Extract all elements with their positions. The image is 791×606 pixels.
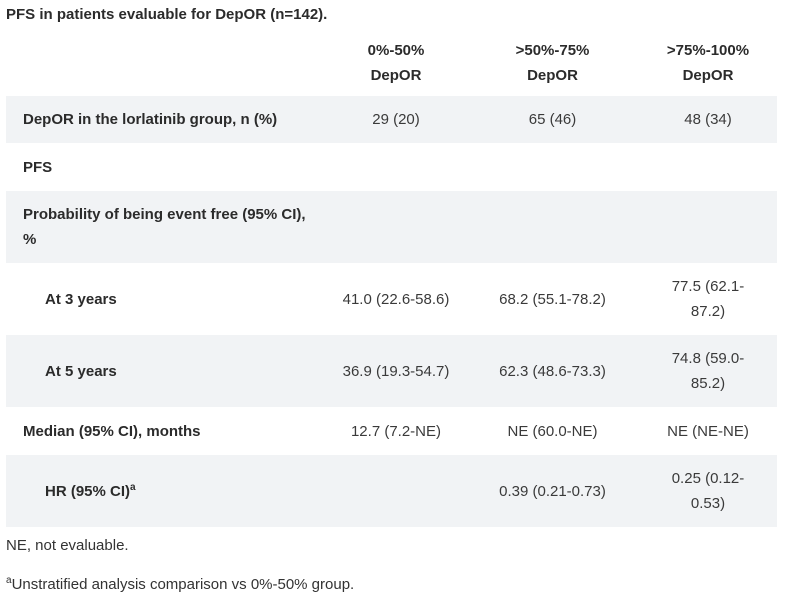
- cell-value: [466, 191, 639, 263]
- row-label: PFS: [23, 158, 53, 176]
- table-row-probability: Probability of being event free (95% CI)…: [6, 191, 777, 263]
- cell-value: 41.0 (22.6-58.6): [326, 263, 466, 335]
- cell-value: 29 (20): [326, 96, 466, 143]
- cell-text: 74.8 (59.0-85.2): [671, 350, 745, 392]
- row-label-text: Probability of being event free (95% CI)…: [23, 206, 306, 248]
- header-col-50-75: >50%-75% DepOR: [466, 30, 639, 96]
- cell-value: 77.5 (62.1-87.2): [639, 263, 777, 335]
- footnote-marker: a: [6, 575, 12, 586]
- footnote-marker: a: [130, 481, 136, 493]
- cell-value: 0.25 (0.12-0.53): [639, 455, 777, 527]
- table-row-5-years: At 5 years 36.9 (19.3-54.7) 62.3 (48.6-7…: [6, 335, 777, 407]
- footnote-text: Unstratified analysis comparison vs 0%-5…: [11, 576, 355, 593]
- table-title: PFS in patients evaluable for DepOR (n=1…: [6, 6, 328, 23]
- cell-value: [326, 143, 466, 191]
- header-col-75-100: >75%-100% DepOR: [639, 30, 777, 96]
- row-label-text: HR (95% CI): [45, 482, 131, 500]
- cell-text: 36.9 (19.3-54.7): [342, 362, 450, 380]
- row-label: At 3 years: [45, 290, 117, 308]
- table-row-median: Median (95% CI), months 12.7 (7.2-NE) NE…: [6, 407, 777, 455]
- cell-value: [639, 143, 777, 191]
- cell-value: [326, 191, 466, 263]
- table-row-3-years: At 3 years 41.0 (22.6-58.6) 68.2 (55.1-7…: [6, 263, 777, 335]
- cell-value: 62.3 (48.6-73.3): [466, 335, 639, 407]
- cell-text: 77.5 (62.1-87.2): [671, 278, 745, 320]
- cell-value: NE (60.0-NE): [507, 422, 598, 440]
- header-line2: DepOR: [527, 67, 578, 84]
- cell-value: 68.2 (55.1-78.2): [499, 290, 606, 308]
- cell-value: 36.9 (19.3-54.7): [326, 335, 466, 407]
- header-line2: DepOR: [370, 67, 422, 84]
- row-label: DepOR in the lorlatinib group, n (%): [6, 96, 326, 143]
- cell-value: [326, 455, 466, 527]
- cell-value: 0.39 (0.21-0.73): [466, 455, 639, 527]
- cell-value: NE (NE-NE): [667, 422, 749, 440]
- cell-value: 74.8 (59.0-85.2): [639, 335, 777, 407]
- header-line1: >50%-75%: [515, 42, 590, 59]
- row-label: Median (95% CI), months: [23, 422, 201, 440]
- table-row-pfs: PFS: [6, 143, 777, 191]
- cell-text: 41.0 (22.6-58.6): [342, 290, 450, 308]
- row-label: Probability of being event free (95% CI)…: [6, 191, 326, 263]
- header-empty: [6, 30, 326, 96]
- header-line1: 0%-50%: [367, 42, 425, 59]
- header-line2: DepOR: [682, 67, 734, 84]
- cell-value: 12.7 (7.2-NE): [350, 422, 442, 440]
- header-line1: >75%-100%: [666, 42, 750, 59]
- footnote-ne: NE, not evaluable.: [6, 537, 129, 554]
- cell-text: 0.25 (0.12-0.53): [671, 470, 745, 512]
- header-col-0-50: 0%-50% DepOR: [326, 30, 466, 96]
- header-row: 0%-50% DepOR >50%-75% DepOR >75%-100% De…: [6, 30, 777, 96]
- footnote-a: aUnstratified analysis comparison vs 0%-…: [6, 575, 355, 594]
- cell-value: 65 (46): [466, 96, 639, 143]
- row-label: HR (95% CI)a: [6, 455, 326, 527]
- cell-value: [639, 191, 777, 263]
- row-label: At 5 years: [6, 335, 326, 407]
- table-row-depor: DepOR in the lorlatinib group, n (%) 29 …: [6, 96, 777, 143]
- table-row-hr: HR (95% CI)a 0.39 (0.21-0.73) 0.25 (0.12…: [6, 455, 777, 527]
- cell-value: [466, 143, 639, 191]
- cell-value: 48 (34): [639, 96, 777, 143]
- pfs-table: 0%-50% DepOR >50%-75% DepOR >75%-100% De…: [6, 30, 777, 527]
